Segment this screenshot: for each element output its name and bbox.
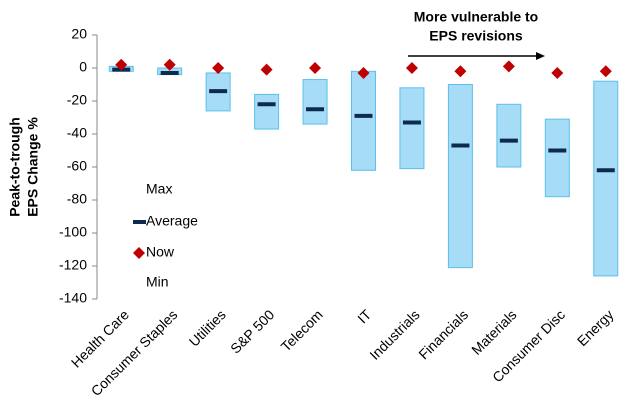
x-tick-label: IT [354,306,374,326]
x-tick-label-group: S&P 500 [227,306,277,356]
x-tick-label-group: IT [354,306,374,326]
range-bar [544,118,570,198]
x-tick-label: Consumer Staples [88,306,181,399]
legend-label: Min [146,274,169,290]
y-tick-label: -80 [67,191,87,207]
x-tick-label: Telecom [278,306,326,354]
now-mark [260,63,273,76]
range-bar [254,93,280,130]
y-tick-label: -60 [67,158,87,174]
legend-label: Now [146,244,175,260]
y-axis-title: Peak-to-trough EPS Change % [7,117,41,217]
now-mark [309,62,322,74]
x-tick-label: Industrials [366,306,422,362]
range-bar [399,87,425,170]
legend-symbol [133,247,145,259]
y-axis-title-line: EPS Change % [25,117,41,217]
y-tick-label: -120 [59,257,87,273]
range-bar [302,79,328,125]
now-mark [454,65,467,78]
y-axis-title-line: Peak-to-trough [7,117,23,217]
x-tick-label-group: Consumer Staples [88,306,181,399]
y-tick-label: -100 [59,224,87,240]
now-mark [115,58,128,71]
legend-label: Average [146,213,198,229]
now-mark [599,65,612,78]
legend-label: Max [146,181,172,197]
range-bar [447,84,473,269]
x-tick-label-group: Financials [415,306,471,362]
range-bar [593,80,619,277]
range-bar [351,70,376,171]
y-tick-label: -140 [59,290,87,306]
y-tick-label: -40 [67,125,87,141]
now-mark [163,58,176,71]
y-tick-label: 0 [79,59,87,75]
now-mark [405,62,418,74]
annotation: EPS revisions [429,28,523,44]
now-mark [357,66,370,79]
x-tick-label-group: Energy [574,306,617,349]
x-tick-label-group: Utilities [186,306,229,349]
now-mark [551,66,564,79]
x-tick-label: Financials [415,306,471,362]
range-bar [496,103,522,168]
annotation: More vulnerable to [414,9,538,25]
x-tick-label: Utilities [186,306,229,349]
y-tick-label: 20 [71,26,87,42]
x-tick-label-group: Industrials [366,306,422,362]
annotation-arrowhead [536,52,545,60]
now-mark [502,60,515,73]
y-tick-label: -20 [67,92,87,108]
x-tick-label: S&P 500 [227,306,277,356]
x-tick-label: Energy [574,306,617,349]
x-tick-label-group: Telecom [278,306,326,354]
now-mark [212,62,225,74]
